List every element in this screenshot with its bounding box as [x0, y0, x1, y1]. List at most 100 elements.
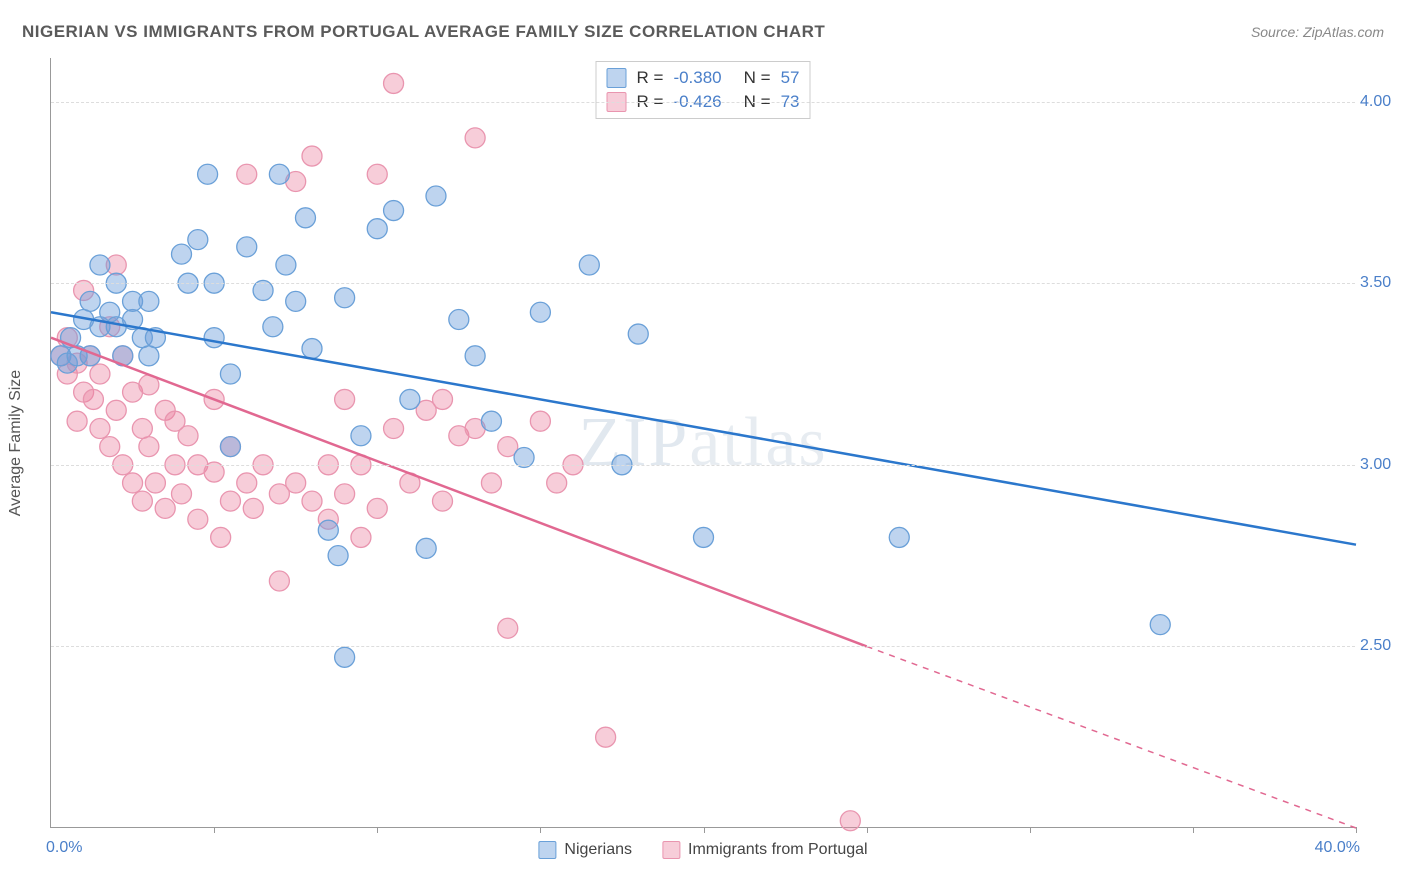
scatter-point-nigerians	[426, 186, 446, 206]
scatter-point-portugal	[155, 498, 175, 518]
r-label: R =	[637, 68, 664, 88]
scatter-point-nigerians	[188, 230, 208, 250]
chart-header: NIGERIAN VS IMMIGRANTS FROM PORTUGAL AVE…	[22, 22, 1384, 42]
scatter-point-portugal	[132, 491, 152, 511]
scatter-point-nigerians	[198, 164, 218, 184]
x-max-label: 40.0%	[1315, 839, 1360, 857]
scatter-point-portugal	[530, 411, 550, 431]
x-tick	[377, 827, 378, 833]
scatter-point-nigerians	[172, 244, 192, 264]
scatter-point-portugal	[172, 484, 192, 504]
scatter-point-portugal	[237, 473, 257, 493]
scatter-point-portugal	[269, 571, 289, 591]
scatter-point-nigerians	[335, 288, 355, 308]
x-tick	[1030, 827, 1031, 833]
scatter-point-nigerians	[416, 538, 436, 558]
scatter-point-portugal	[100, 437, 120, 457]
y-axis-title: Average Family Size	[7, 369, 25, 515]
scatter-point-nigerians	[318, 520, 338, 540]
scatter-point-nigerians	[220, 364, 240, 384]
scatter-point-nigerians	[302, 339, 322, 359]
scatter-point-portugal	[335, 389, 355, 409]
x-tick	[1356, 827, 1357, 833]
scatter-point-portugal	[367, 164, 387, 184]
scatter-point-nigerians	[694, 527, 714, 547]
legend-label-nigerians: Nigerians	[564, 841, 632, 859]
scatter-point-portugal	[433, 491, 453, 511]
gridline-h	[51, 102, 1355, 103]
scatter-point-portugal	[106, 400, 126, 420]
x-min-label: 0.0%	[46, 839, 82, 857]
scatter-point-portugal	[139, 437, 159, 457]
scatter-point-nigerians	[295, 208, 315, 228]
gridline-h	[51, 646, 1355, 647]
scatter-point-nigerians	[579, 255, 599, 275]
y-tick-label: 2.50	[1360, 637, 1406, 655]
scatter-point-nigerians	[335, 647, 355, 667]
scatter-point-portugal	[840, 811, 860, 831]
scatter-point-portugal	[547, 473, 567, 493]
y-tick-label: 4.00	[1360, 93, 1406, 111]
x-tick	[704, 827, 705, 833]
swatch-portugal	[662, 841, 680, 859]
scatter-point-portugal	[367, 498, 387, 518]
scatter-point-nigerians	[889, 527, 909, 547]
x-tick	[867, 827, 868, 833]
gridline-h	[51, 283, 1355, 284]
scatter-point-nigerians	[465, 346, 485, 366]
scatter-point-portugal	[90, 418, 110, 438]
scatter-point-nigerians	[139, 346, 159, 366]
scatter-point-portugal	[302, 491, 322, 511]
chart-container: NIGERIAN VS IMMIGRANTS FROM PORTUGAL AVE…	[0, 0, 1406, 892]
scatter-point-portugal	[145, 473, 165, 493]
legend-label-portugal: Immigrants from Portugal	[688, 841, 868, 859]
plot-area: Average Family Size ZIPatlas R = -0.380 …	[50, 58, 1355, 828]
n-label: N =	[744, 68, 771, 88]
x-tick	[1193, 827, 1194, 833]
stats-row-nigerians: R = -0.380 N = 57	[607, 66, 800, 90]
r-value-nigerians: -0.380	[673, 68, 721, 88]
scatter-point-nigerians	[286, 291, 306, 311]
scatter-point-nigerians	[481, 411, 501, 431]
scatter-point-nigerians	[220, 437, 240, 457]
scatter-point-nigerians	[351, 426, 371, 446]
scatter-point-portugal	[384, 418, 404, 438]
scatter-point-portugal	[243, 498, 263, 518]
scatter-point-portugal	[90, 364, 110, 384]
regression-extrap-portugal	[867, 646, 1356, 828]
x-tick	[540, 827, 541, 833]
scatter-point-portugal	[481, 473, 501, 493]
scatter-point-nigerians	[400, 389, 420, 409]
n-value-nigerians: 57	[781, 68, 800, 88]
swatch-nigerians	[538, 841, 556, 859]
swatch-nigerians	[607, 68, 627, 88]
scatter-svg	[51, 58, 1355, 827]
scatter-point-nigerians	[628, 324, 648, 344]
legend-item-portugal: Immigrants from Portugal	[662, 841, 868, 859]
legend-item-nigerians: Nigerians	[538, 841, 632, 859]
scatter-point-portugal	[237, 164, 257, 184]
scatter-point-portugal	[351, 527, 371, 547]
y-tick-label: 3.00	[1360, 456, 1406, 474]
scatter-point-portugal	[83, 389, 103, 409]
scatter-point-portugal	[596, 727, 616, 747]
scatter-point-portugal	[286, 473, 306, 493]
scatter-point-nigerians	[276, 255, 296, 275]
scatter-point-portugal	[220, 491, 240, 511]
scatter-point-portugal	[433, 389, 453, 409]
scatter-point-nigerians	[90, 255, 110, 275]
scatter-point-nigerians	[263, 317, 283, 337]
scatter-point-portugal	[67, 411, 87, 431]
y-tick-label: 3.50	[1360, 274, 1406, 292]
scatter-point-portugal	[132, 418, 152, 438]
scatter-point-nigerians	[1150, 615, 1170, 635]
scatter-point-portugal	[384, 73, 404, 93]
chart-source: Source: ZipAtlas.com	[1251, 24, 1384, 40]
scatter-point-nigerians	[449, 310, 469, 330]
stats-legend: R = -0.380 N = 57 R = -0.426 N = 73	[596, 61, 811, 119]
scatter-point-nigerians	[204, 328, 224, 348]
scatter-point-nigerians	[139, 291, 159, 311]
x-tick	[214, 827, 215, 833]
scatter-point-portugal	[302, 146, 322, 166]
scatter-point-portugal	[123, 473, 143, 493]
